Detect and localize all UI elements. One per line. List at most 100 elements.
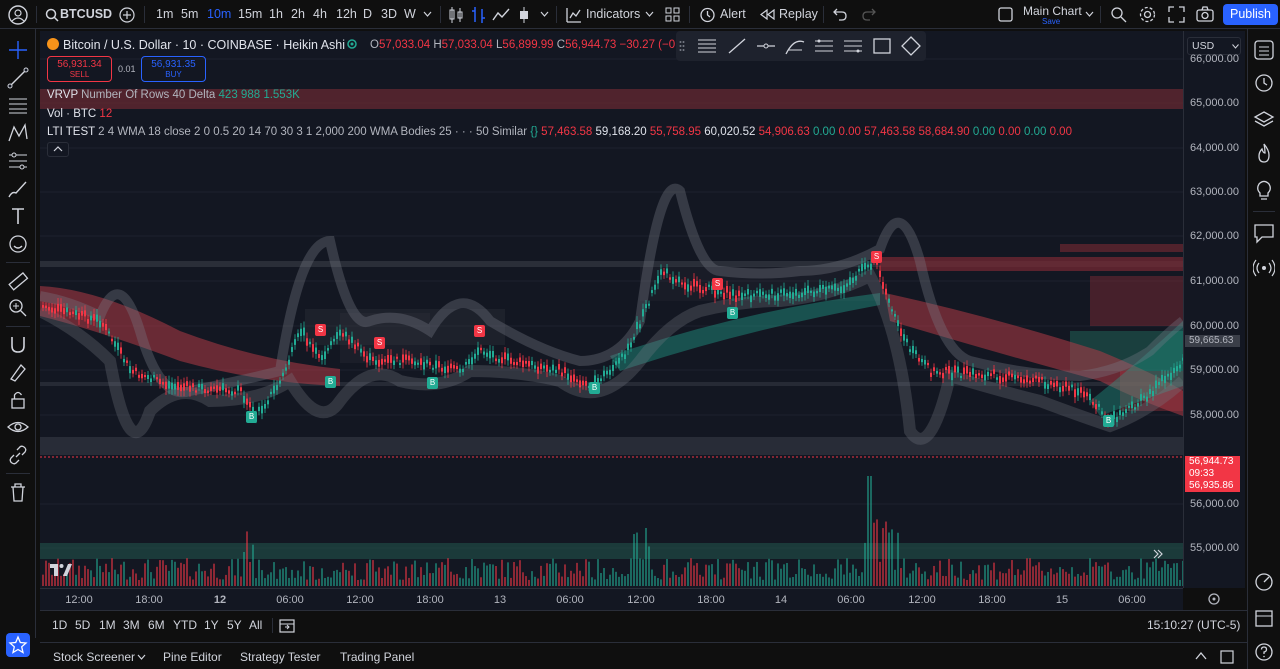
- path-tool-icon[interactable]: [900, 36, 922, 56]
- search-icon[interactable]: [45, 8, 59, 22]
- chevron-down-icon[interactable]: [540, 11, 549, 18]
- link-icon[interactable]: [6, 443, 30, 467]
- tab-strategy-tester[interactable]: Strategy Tester: [240, 650, 321, 664]
- eye-icon[interactable]: [6, 415, 30, 439]
- chevron-up-icon[interactable]: [1195, 652, 1207, 660]
- candles-chart-type-icon[interactable]: [448, 6, 464, 24]
- ideas-bulb-icon[interactable]: [1253, 179, 1275, 201]
- layout-name[interactable]: Main Chart: [1023, 4, 1082, 18]
- volume-legend[interactable]: Vol · BTC 12: [47, 108, 112, 120]
- redo-icon[interactable]: [862, 8, 876, 21]
- rectangle-tool-icon[interactable]: [871, 36, 893, 56]
- bars-chart-type-icon[interactable]: [471, 6, 487, 24]
- interval-10m[interactable]: 10m: [207, 7, 232, 21]
- interval-1h[interactable]: 1h: [269, 7, 283, 21]
- interval-1m[interactable]: 1m: [156, 7, 174, 21]
- emoji-icon[interactable]: [6, 232, 30, 256]
- interval-d[interactable]: D: [363, 7, 373, 21]
- magnet-icon[interactable]: [6, 333, 30, 357]
- calendar-icon[interactable]: [1253, 607, 1275, 629]
- fullscreen-icon[interactable]: [1168, 6, 1185, 23]
- range-6m[interactable]: 6M: [148, 618, 165, 632]
- help-icon[interactable]: [1253, 641, 1275, 663]
- range-5y[interactable]: 5Y: [227, 618, 242, 632]
- currency-select[interactable]: USD: [1187, 37, 1241, 55]
- forecast-tools-icon[interactable]: [6, 149, 30, 173]
- range-3m[interactable]: 3M: [123, 618, 140, 632]
- alert-button[interactable]: Alert: [720, 7, 746, 21]
- layers-icon[interactable]: [1253, 109, 1275, 131]
- parallel-channel-icon[interactable]: [813, 36, 835, 56]
- chevron-down-icon[interactable]: [137, 654, 146, 661]
- chevron-down-icon[interactable]: [1085, 11, 1094, 18]
- interval-w[interactable]: W: [404, 7, 416, 21]
- heikin-ashi-icon[interactable]: [517, 6, 531, 24]
- quick-search-icon[interactable]: [1110, 6, 1127, 23]
- line-chart-type-icon[interactable]: [492, 8, 510, 22]
- price-axis[interactable]: USD 66,000.00 65,000.00 64,000.00 63,000…: [1183, 31, 1245, 588]
- favorites-star-button[interactable]: [6, 633, 30, 657]
- indicators-icon[interactable]: [566, 7, 582, 23]
- sell-button[interactable]: 56,931.34 SELL: [47, 56, 112, 82]
- interval-4h[interactable]: 4h: [313, 7, 327, 21]
- price-chart-pane[interactable]: B S B S B S B S B S B: [40, 31, 1183, 588]
- replay-button[interactable]: Replay: [779, 7, 818, 21]
- time-axis[interactable]: 12:00 18:00 12 06:00 12:00 18:00 13 06:0…: [40, 588, 1183, 610]
- publish-button[interactable]: Publish: [1223, 4, 1278, 25]
- symbol-search[interactable]: BTCUSD: [60, 7, 113, 21]
- indicators-button[interactable]: Indicators: [586, 7, 641, 21]
- signal-broadcast-icon[interactable]: [1253, 257, 1275, 279]
- user-avatar-icon[interactable]: [8, 5, 28, 25]
- interval-12h[interactable]: 12h: [336, 7, 357, 21]
- replay-rewind-icon[interactable]: [760, 9, 775, 20]
- compare-add-icon[interactable]: [119, 7, 135, 23]
- chart-settings-icon[interactable]: [1207, 592, 1221, 606]
- crosshair-icon[interactable]: [6, 38, 30, 62]
- text-tool-icon[interactable]: [6, 204, 30, 228]
- range-1d[interactable]: 1D: [52, 618, 68, 632]
- zoom-in-icon[interactable]: [6, 296, 30, 320]
- interval-5m[interactable]: 5m: [181, 7, 199, 21]
- goto-date-icon[interactable]: [279, 617, 295, 633]
- range-ytd[interactable]: YTD: [173, 618, 197, 632]
- chart-canvas[interactable]: [40, 31, 1183, 588]
- pattern-icon[interactable]: [6, 121, 30, 145]
- tab-stock-screener[interactable]: Stock Screener: [53, 650, 136, 664]
- camera-snapshot-icon[interactable]: [1196, 6, 1214, 22]
- trend-line-tool-icon[interactable]: [726, 36, 748, 56]
- undo-icon[interactable]: [833, 8, 847, 21]
- horizontal-ray-icon[interactable]: [755, 36, 777, 56]
- clock-timezone[interactable]: 15:10:27 (UTC-5): [1147, 618, 1241, 632]
- range-all[interactable]: All: [249, 618, 263, 632]
- interval-2h[interactable]: 2h: [291, 7, 305, 21]
- watchlist-icon[interactable]: [1253, 39, 1275, 61]
- lti-test-legend[interactable]: LTI TEST 2 4 WMA 18 close 2 0 0.5 20 14 …: [47, 126, 1072, 138]
- alert-clock-icon[interactable]: [699, 6, 716, 23]
- brush-icon[interactable]: [6, 177, 30, 201]
- symbol-title[interactable]: Bitcoin / U.S. Dollar · 10 · COINBASE · …: [63, 38, 346, 52]
- chevron-down-icon[interactable]: [645, 11, 654, 18]
- trash-icon[interactable]: [6, 480, 30, 504]
- drag-handle-icon[interactable]: [679, 40, 685, 52]
- keep-drawing-icon[interactable]: [6, 360, 30, 384]
- fib-levels-icon[interactable]: [696, 36, 718, 56]
- trend-line-icon[interactable]: [6, 66, 30, 90]
- alerts-clock-icon[interactable]: [1253, 72, 1275, 94]
- tab-pine-editor[interactable]: Pine Editor: [163, 650, 222, 664]
- hotlist-fire-icon[interactable]: [1253, 142, 1275, 164]
- layout-save-label[interactable]: Save: [1042, 17, 1061, 26]
- templates-grid-icon[interactable]: [665, 7, 680, 22]
- settings-gear-icon[interactable]: [1139, 6, 1156, 23]
- collapse-legend-button[interactable]: [47, 142, 69, 157]
- buy-button[interactable]: 56,931.35 BUY: [141, 56, 206, 82]
- interval-3d[interactable]: 3D: [381, 7, 397, 21]
- fib-retracement-icon[interactable]: [6, 93, 30, 117]
- layout-checkbox-icon[interactable]: [998, 7, 1013, 22]
- lock-icon[interactable]: [6, 388, 30, 412]
- range-1m[interactable]: 1M: [99, 618, 116, 632]
- range-5d[interactable]: 5D: [75, 618, 91, 632]
- tab-trading-panel[interactable]: Trading Panel: [340, 650, 415, 664]
- ruler-icon[interactable]: [6, 269, 30, 293]
- pitchfork-icon[interactable]: [842, 36, 864, 56]
- interval-15m[interactable]: 15m: [238, 7, 263, 21]
